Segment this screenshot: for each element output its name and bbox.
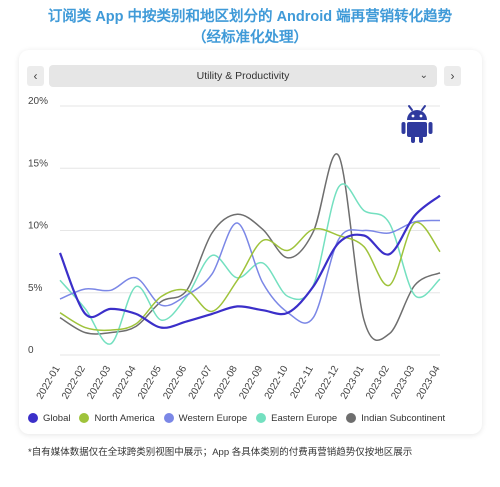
series-line-global — [58, 194, 441, 329]
chart-title: 订阅类 App 中按类别和地区划分的 Android 端再营销转化趋势 — [47, 9, 453, 25]
legend-marker — [79, 413, 90, 423]
x-tick-label: 2023-03 — [389, 364, 417, 402]
android-icon — [401, 105, 433, 143]
chart-legend: Global North America Western Europe East… — [28, 410, 454, 426]
legend-label: Indian Subcontinent — [361, 412, 446, 424]
x-tick-label: 2022-11 — [288, 364, 316, 401]
footnote: *自有媒体数据仅在全球跨类别视图中展示；App 各具体类别的付费再营销趋势仅按地… — [28, 447, 413, 458]
x-tick-label: 2023-01 — [339, 364, 367, 402]
chart-subtitle: （经标准化处理） — [192, 30, 308, 46]
series-line-north-america — [59, 221, 441, 332]
legend-item-eastern-europe[interactable]: Eastern Europe — [256, 413, 337, 424]
legend-marker — [163, 413, 174, 423]
x-tick-label: 2023-04 — [415, 364, 443, 402]
y-tick-label: 10% — [28, 221, 48, 232]
x-tick-label: 2022-01 — [35, 364, 63, 402]
legend-marker — [28, 413, 38, 423]
x-tick-label: 2022-02 — [60, 364, 88, 402]
legend-marker — [256, 413, 267, 423]
chevron-down-icon: ⌄ — [419, 70, 428, 81]
x-tick-label: 2022-05 — [136, 364, 164, 402]
next-category-button[interactable]: › — [444, 66, 461, 86]
x-tick-label: 2022-04 — [111, 364, 139, 402]
x-tick-label: 2022-12 — [313, 364, 341, 402]
legend-item-global[interactable]: Global — [28, 413, 70, 424]
legend-item-indian-subcontinent[interactable]: Indian Subcontinent — [346, 413, 445, 424]
y-tick-label: 5% — [28, 283, 43, 294]
legend-label: Western Europe — [178, 412, 248, 424]
chart-card — [19, 50, 482, 434]
legend-item-western-europe[interactable]: Western Europe — [163, 412, 248, 424]
x-tick-label: 2023-02 — [364, 364, 392, 402]
legend-item-north-america[interactable]: North America — [79, 412, 155, 424]
legend-marker — [346, 413, 357, 423]
x-tick-label: 2022-09 — [237, 364, 265, 402]
series-line-indian-subcontinent — [59, 153, 441, 342]
x-tick-label: 2022-06 — [161, 364, 189, 402]
legend-label: Eastern Europe — [271, 412, 338, 424]
x-tick-label: 2022-07 — [187, 364, 215, 402]
x-tick-label: 2022-08 — [212, 364, 240, 402]
y-tick-label: 0 — [28, 345, 34, 356]
x-tick-label: 2022-10 — [263, 364, 291, 402]
category-dropdown-value: Utility & Productivity — [196, 70, 290, 82]
prev-category-button[interactable]: ‹ — [27, 66, 44, 86]
category-dropdown[interactable]: Utility & Productivity ⌄ — [49, 65, 437, 87]
y-tick-label: 15% — [28, 158, 48, 169]
series-line-western-europe — [59, 219, 441, 324]
legend-label: Global — [43, 412, 71, 424]
legend-label: North America — [94, 412, 155, 424]
series-line-eastern-europe — [59, 183, 441, 345]
x-tick-label: 2022-03 — [85, 364, 113, 402]
y-tick-label: 20% — [28, 96, 48, 107]
